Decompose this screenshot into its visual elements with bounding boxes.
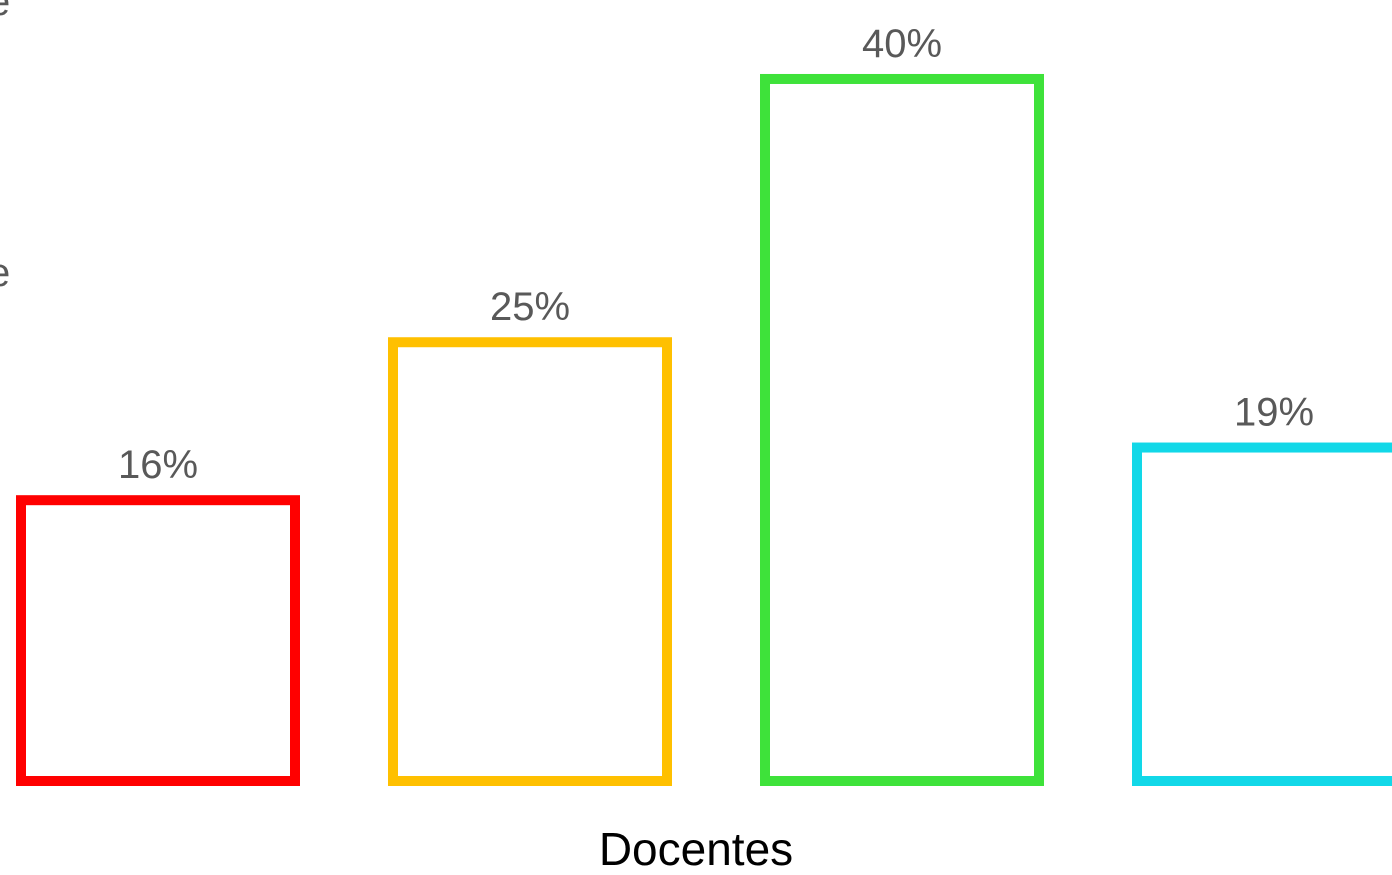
data-label-2: 25% xyxy=(490,285,570,329)
data-label-3: 40% xyxy=(862,22,942,66)
x-axis-label: Docentes xyxy=(598,823,794,875)
data-label-4: 19% xyxy=(1234,391,1314,435)
data-label-1: 16% xyxy=(118,443,198,487)
cropped-legend-label-2: e xyxy=(0,253,10,293)
cropped-legend-label-1: e xyxy=(0,0,10,22)
bar-3 xyxy=(760,73,1044,786)
bar-4 xyxy=(1132,442,1392,786)
bar-2 xyxy=(388,337,672,786)
bar-1 xyxy=(16,495,300,786)
